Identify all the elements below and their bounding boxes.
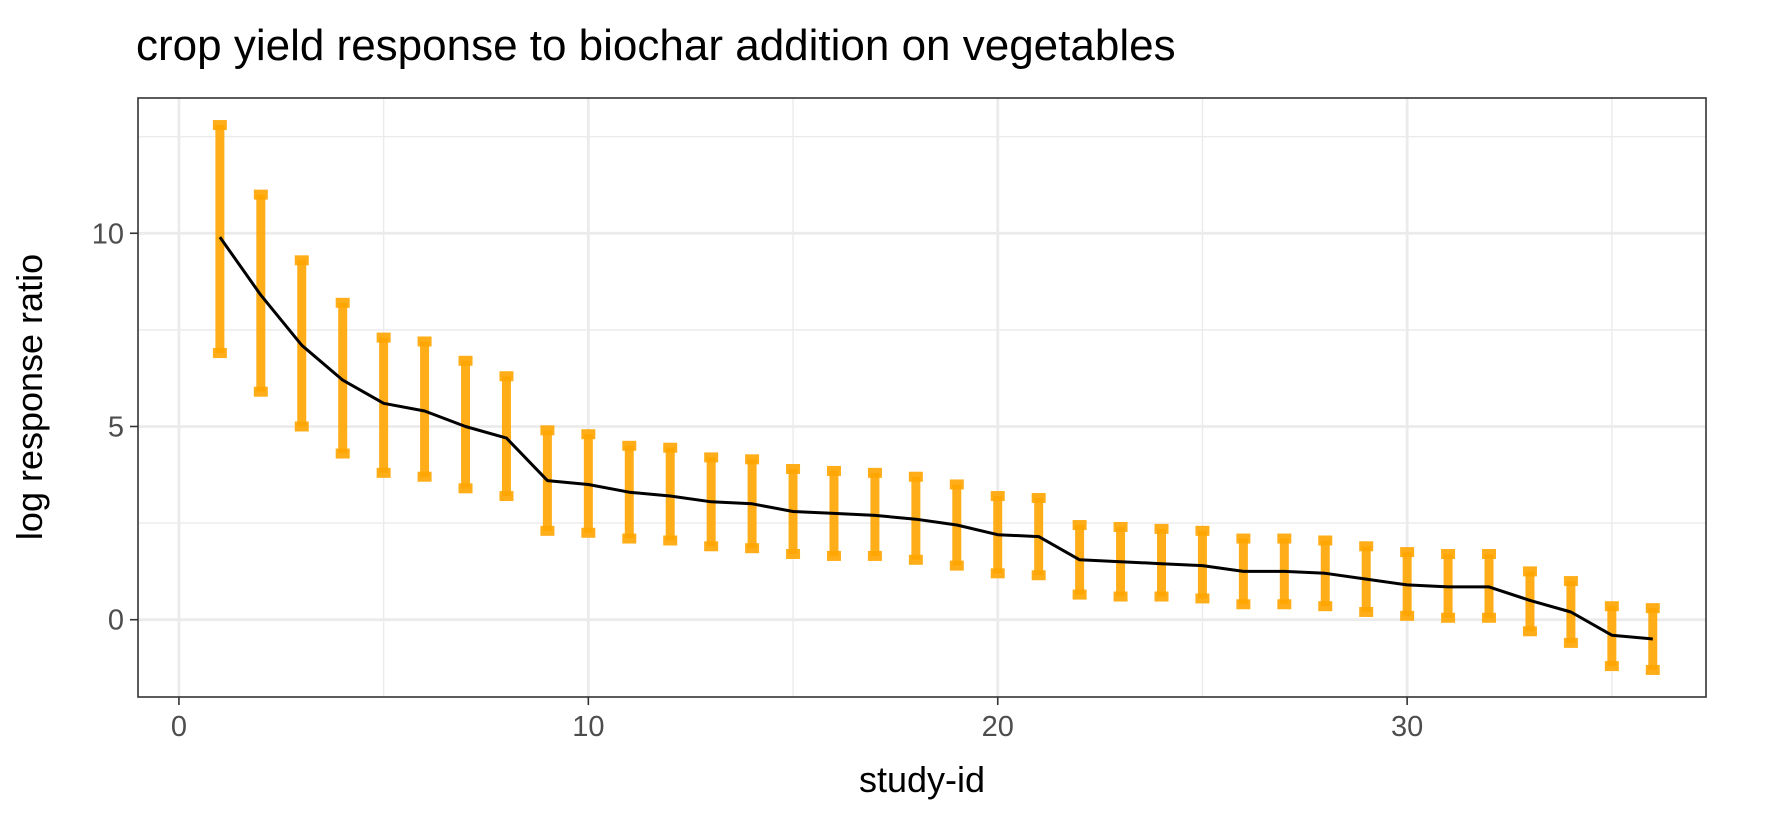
- error-bar: [458, 355, 473, 494]
- x-axis: 0 10 20 30: [171, 697, 1423, 743]
- chart-title: crop yield response to biochar addition …: [136, 21, 1176, 70]
- x-axis-title: study-id: [859, 759, 985, 800]
- x-tick-label: 10: [572, 711, 604, 743]
- y-tick-label: 0: [108, 605, 124, 637]
- error-bar: [376, 332, 391, 478]
- x-tick-label: 0: [171, 711, 187, 743]
- minor-gridlines: [138, 98, 1706, 697]
- x-tick-label: 30: [1391, 711, 1423, 743]
- y-axis: 0 5 10: [92, 218, 138, 637]
- series-line: [218, 236, 1653, 641]
- y-axis-title: log response ratio: [9, 254, 50, 540]
- line-layer: [218, 236, 1653, 641]
- x-tick-label: 20: [982, 711, 1014, 743]
- error-bar: [499, 371, 514, 502]
- plot-panel: [137, 97, 1707, 698]
- error-bar: [663, 442, 678, 546]
- y-tick-label: 10: [92, 218, 124, 250]
- y-tick-label: 5: [108, 411, 124, 443]
- panel-border: [137, 97, 1707, 698]
- error-bar: [417, 336, 432, 482]
